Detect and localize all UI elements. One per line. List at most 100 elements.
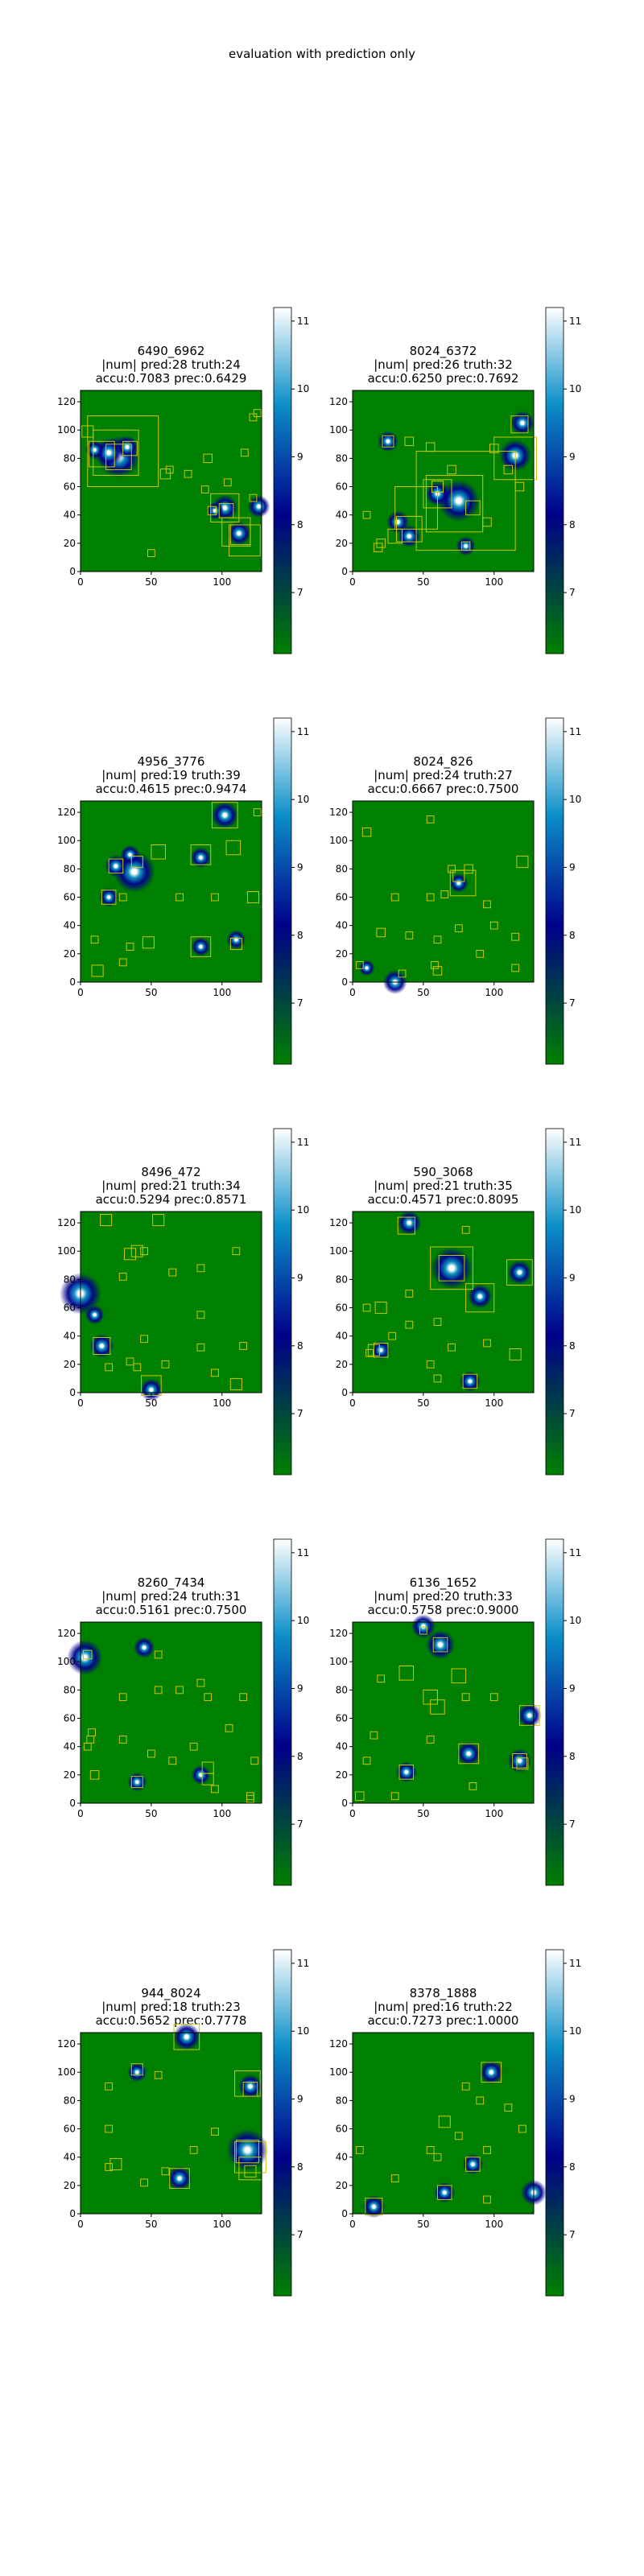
y-tick-label: 20: [336, 1359, 348, 1370]
prediction-box: [374, 1302, 387, 1315]
panel-title-id: 590_3068: [413, 1165, 473, 1180]
x-tick-label: 100: [485, 987, 503, 998]
y-tick-label: 120: [57, 1217, 76, 1228]
prediction-box: [461, 2082, 470, 2091]
prediction-box: [118, 1693, 127, 1702]
colorbar-tick-label: 11: [569, 1137, 581, 1148]
prediction-box: [483, 900, 491, 909]
x-tick-label: 100: [485, 1808, 503, 1819]
y-tick-label: 100: [329, 1245, 348, 1257]
y-tick-label: 120: [329, 1628, 348, 1639]
colorbar-tick-label: 10: [297, 1204, 309, 1216]
prediction-box: [489, 1693, 498, 1702]
prediction-box: [426, 1360, 435, 1368]
y-tick-label: 0: [69, 1798, 76, 1809]
prediction-box: [161, 2167, 170, 2176]
y-tick-label: 40: [336, 510, 348, 521]
prediction-box: [503, 464, 514, 475]
colorbar-tick-label: 11: [569, 726, 581, 737]
colorbar: [273, 1949, 292, 2297]
panel-title-counts: |num| pred:28 truth:24: [101, 357, 241, 372]
panel-title-metrics: accu:0.7083 prec:0.6429: [96, 371, 247, 386]
prediction-box: [376, 927, 386, 938]
panel-title-id: 8378_1888: [410, 1986, 477, 2001]
prediction-box: [169, 2168, 190, 2189]
source-core: [199, 944, 203, 949]
panel-title-counts: |num| pred:20 truth:33: [374, 1589, 513, 1604]
source-core: [213, 509, 217, 513]
colorbar: [545, 717, 564, 1065]
y-tick-label: 80: [336, 1274, 348, 1285]
colorbar-tick-label: 10: [569, 794, 581, 805]
axes-frame: [352, 2032, 535, 2215]
prediction-box: [390, 2174, 399, 2182]
prediction-box: [469, 1782, 477, 1790]
prediction-box: [430, 1699, 445, 1715]
source-core: [234, 938, 238, 942]
prediction-box: [362, 510, 371, 519]
panel-title-counts: |num| pred:16 truth:22: [374, 2000, 513, 2014]
x-tick-label: 0: [77, 1397, 84, 1409]
prediction-box: [93, 1336, 111, 1356]
colorbar-tick-label: 9: [297, 1272, 303, 1283]
y-tick-label: 120: [57, 1628, 76, 1639]
colorbar-tick-label: 8: [569, 1340, 576, 1352]
prediction-box: [151, 844, 166, 860]
panel-title-metrics: accu:0.5652 prec:0.7778: [96, 2013, 247, 2028]
prediction-box: [142, 936, 155, 949]
source-core: [443, 2190, 447, 2194]
x-tick-label: 100: [485, 2219, 503, 2230]
prediction-box: [447, 464, 456, 475]
prediction-box: [105, 2082, 114, 2091]
y-tick-label: 40: [64, 1331, 76, 1342]
colorbar-tick-label: 9: [297, 1682, 303, 1694]
prediction-box: [242, 2082, 258, 2097]
prediction-box: [123, 1248, 137, 1261]
colorbar-tick-label: 7: [569, 1408, 576, 1419]
prediction-box: [87, 415, 159, 488]
prediction-box: [234, 2140, 266, 2174]
panel-title-counts: |num| pred:24 truth:31: [101, 1589, 241, 1604]
y-tick-label: 120: [57, 396, 76, 407]
prediction-box: [225, 1724, 233, 1732]
panel-title-metrics: accu:0.5758 prec:0.9000: [368, 1603, 519, 1617]
x-tick-label: 0: [349, 2219, 356, 2230]
prediction-box: [253, 409, 262, 418]
y-tick-label: 80: [64, 863, 76, 874]
prediction-box: [210, 493, 240, 522]
y-tick-label: 0: [341, 1798, 348, 1809]
panel-title-id: 8496_472: [141, 1165, 200, 1180]
source-core: [248, 2084, 253, 2089]
y-tick-label: 40: [64, 1741, 76, 1752]
prediction-box: [438, 1254, 465, 1282]
colorbar-tick-label: 10: [569, 1615, 581, 1626]
prediction-box: [239, 1693, 248, 1702]
x-tick-label: 50: [145, 576, 157, 588]
colorbar: [545, 1538, 564, 1886]
colorbar-tick-label: 7: [297, 997, 303, 1009]
prediction-box: [126, 1357, 134, 1366]
prediction-box: [432, 966, 443, 976]
prediction-box: [440, 890, 449, 898]
prediction-box: [229, 938, 242, 951]
y-tick-label: 20: [64, 2180, 76, 2191]
prediction-box: [425, 474, 484, 533]
source-core: [106, 450, 111, 455]
prediction-box: [211, 1368, 219, 1377]
prediction-box: [190, 844, 212, 865]
prediction-box: [154, 1686, 163, 1695]
prediction-box: [90, 935, 99, 944]
prediction-box: [458, 1743, 479, 1765]
prediction-box: [249, 493, 258, 502]
prediction-box: [438, 2116, 451, 2128]
prediction-box: [433, 935, 442, 944]
source-core: [142, 1645, 147, 1649]
prediction-box: [105, 2163, 114, 2171]
y-tick-label: 100: [329, 2066, 348, 2078]
prediction-box: [229, 524, 261, 557]
colorbar-tick-label: 7: [569, 587, 576, 598]
prediction-box: [511, 932, 520, 941]
prediction-box: [196, 1678, 205, 1687]
colorbar-tick-label: 9: [569, 2093, 576, 2104]
prediction-box: [218, 503, 234, 518]
